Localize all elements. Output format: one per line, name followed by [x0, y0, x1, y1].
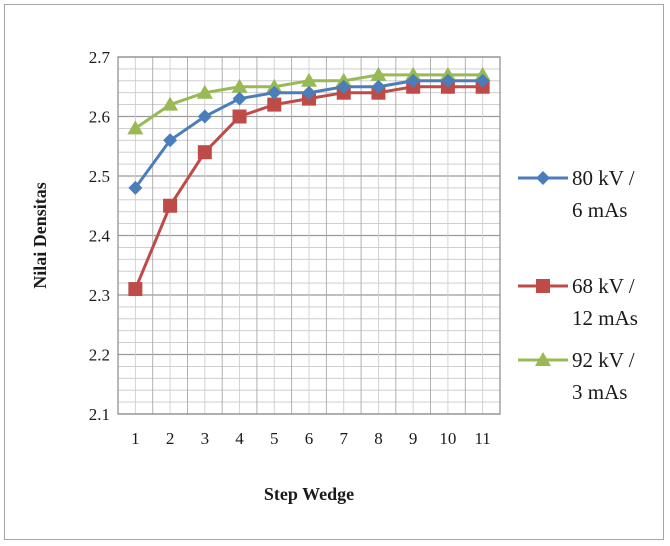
legend-entry: 92 kV / 3 mAs: [518, 348, 635, 404]
data-point: [267, 97, 282, 112]
data-point: [163, 198, 178, 213]
x-tick-label: 9: [409, 429, 418, 448]
data-point: [370, 66, 387, 81]
data-point: [163, 133, 178, 148]
data-point: [232, 109, 247, 124]
legend-label: 68 kV /: [572, 274, 635, 298]
x-axis-title: Step Wedge: [264, 484, 354, 504]
data-point: [406, 73, 421, 88]
x-tick-label: 10: [439, 429, 456, 448]
data-point: [231, 78, 248, 93]
data-point: [196, 84, 213, 99]
x-tick-label: 5: [270, 429, 279, 448]
plot-area-border: [117, 56, 501, 415]
data-point: [302, 85, 316, 100]
x-tick-label: 11: [474, 429, 490, 448]
x-tick-label: 7: [339, 429, 348, 448]
legend-marker: [535, 352, 551, 366]
series-layer: [127, 66, 491, 297]
data-point: [162, 96, 179, 111]
legend-label: 12 mAs: [572, 306, 638, 330]
data-point: [267, 85, 282, 100]
y-tick-label: 2.7: [89, 48, 111, 67]
data-point: [475, 73, 490, 88]
data-point: [301, 72, 317, 87]
y-axis-title: Nilai Densitas: [30, 182, 50, 289]
data-point: [128, 282, 143, 297]
y-tick-label: 2.4: [89, 227, 111, 246]
y-tick-label: 2.1: [89, 405, 110, 424]
legend-label: 3 mAs: [572, 380, 627, 404]
gridlines: [117, 56, 501, 415]
data-point: [127, 120, 144, 135]
data-point: [197, 109, 212, 124]
legend-label: 92 kV /: [572, 348, 635, 372]
x-tick-label: 1: [131, 429, 140, 448]
legend-marker: [536, 279, 550, 293]
y-tick-label: 2.2: [89, 346, 110, 365]
x-tick-label: 4: [235, 429, 244, 448]
tick-labels: 2.1 2.2 2.3 2.4 2.5 2.6 2.7 1 2 3 4 5 6 7 8 9 10 11: [89, 48, 491, 448]
y-tick-label: 2.6: [89, 108, 110, 127]
x-tick-label: 2: [166, 429, 175, 448]
data-point: [128, 180, 143, 195]
y-tick-label: 2.5: [89, 167, 110, 186]
legend: 80 kV / 6 mAs 68 kV / 12 mAs 92 kV / 3 mAs: [518, 166, 638, 404]
data-point: [371, 79, 386, 94]
data-point: [197, 145, 212, 160]
y-tick-label: 2.3: [89, 286, 110, 305]
data-point: [336, 79, 351, 94]
legend-label: 80 kV /: [572, 166, 635, 190]
legend-entry: 68 kV / 12 mAs: [518, 274, 638, 330]
data-point: [440, 73, 455, 88]
legend-entry: 80 kV / 6 mAs: [518, 166, 635, 222]
legend-marker: [536, 171, 550, 185]
legend-label: 6 mAs: [572, 198, 627, 222]
series-diamond: [128, 73, 490, 195]
data-point: [232, 91, 247, 106]
x-tick-label: 6: [305, 429, 314, 448]
x-tick-label: 8: [374, 429, 383, 448]
x-tick-label: 3: [201, 429, 210, 448]
